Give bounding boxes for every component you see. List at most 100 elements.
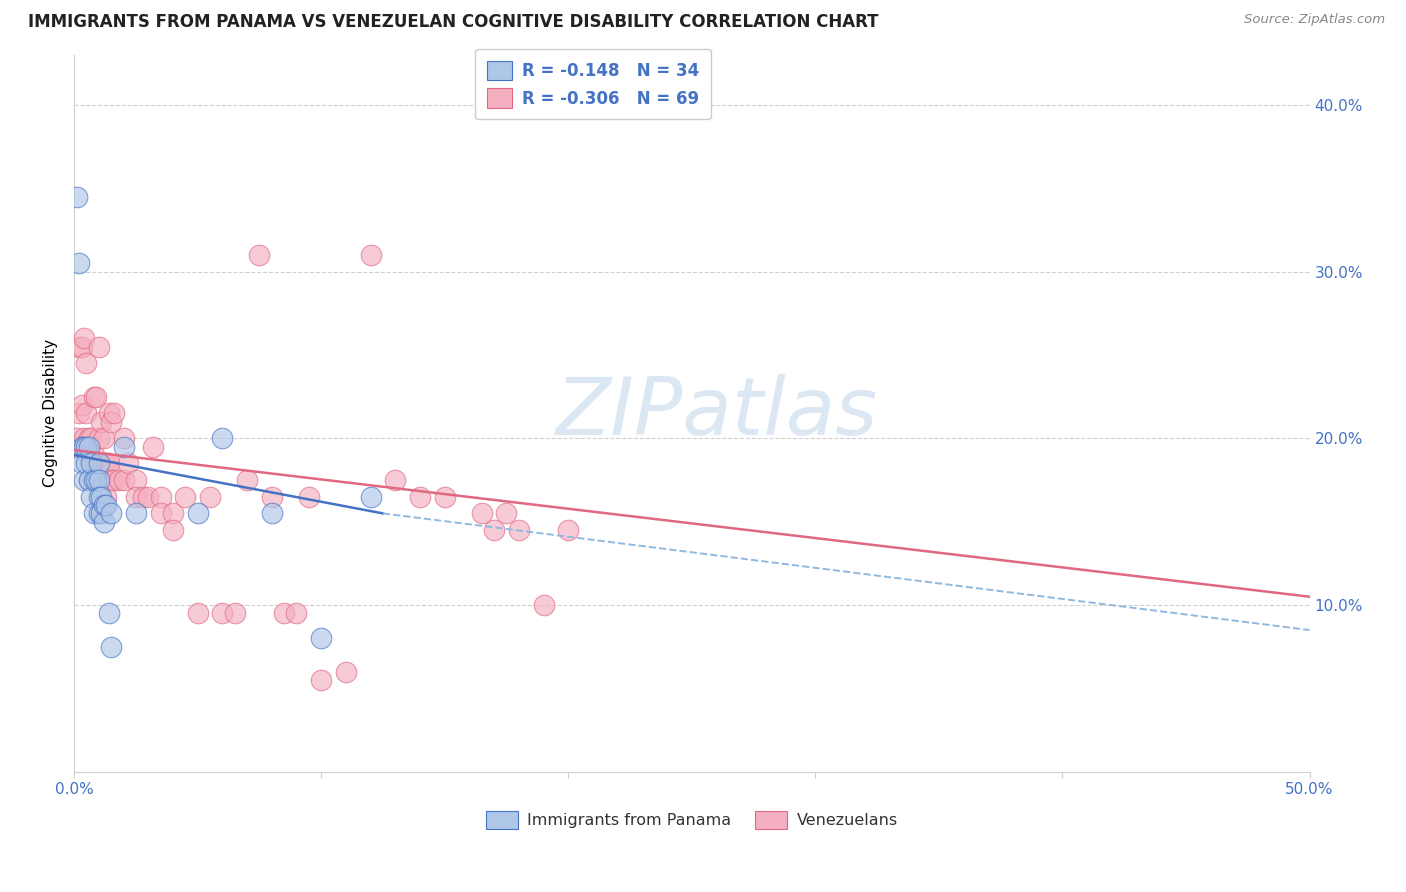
Point	[309, 632, 332, 646]
Point	[236, 473, 259, 487]
Point	[75, 356, 97, 370]
Point	[70, 398, 93, 412]
Point	[162, 507, 184, 521]
Point	[409, 490, 432, 504]
Point	[67, 406, 90, 420]
Point	[77, 473, 100, 487]
Point	[87, 457, 110, 471]
Point	[107, 473, 129, 487]
Point	[125, 473, 148, 487]
Point	[75, 406, 97, 420]
Point	[90, 473, 112, 487]
Point	[100, 507, 122, 521]
Point	[100, 415, 122, 429]
Point	[103, 406, 125, 420]
Point	[70, 457, 93, 471]
Point	[125, 490, 148, 504]
Point	[86, 390, 108, 404]
Point	[384, 473, 406, 487]
Point	[83, 448, 105, 462]
Point	[211, 431, 233, 445]
Legend: Immigrants from Panama, Venezuelans: Immigrants from Panama, Venezuelans	[479, 805, 904, 836]
Point	[533, 598, 555, 612]
Point	[495, 507, 517, 521]
Point	[93, 457, 115, 471]
Point	[87, 431, 110, 445]
Point	[70, 440, 93, 454]
Point	[433, 490, 456, 504]
Point	[97, 406, 120, 420]
Point	[285, 607, 308, 621]
Point	[335, 665, 357, 679]
Point	[90, 507, 112, 521]
Point	[77, 448, 100, 462]
Point	[93, 498, 115, 512]
Text: IMMIGRANTS FROM PANAMA VS VENEZUELAN COGNITIVE DISABILITY CORRELATION CHART: IMMIGRANTS FROM PANAMA VS VENEZUELAN COG…	[28, 13, 879, 31]
Point	[73, 331, 96, 345]
Point	[67, 340, 90, 354]
Point	[309, 673, 332, 687]
Point	[80, 431, 103, 445]
Point	[103, 473, 125, 487]
Point	[97, 457, 120, 471]
Point	[65, 190, 87, 204]
Point	[508, 523, 530, 537]
Text: ZIPatlas: ZIPatlas	[555, 375, 877, 452]
Point	[93, 431, 115, 445]
Point	[90, 490, 112, 504]
Y-axis label: Cognitive Disability: Cognitive Disability	[44, 339, 58, 488]
Point	[87, 490, 110, 504]
Point	[83, 390, 105, 404]
Point	[482, 523, 505, 537]
Point	[86, 473, 108, 487]
Point	[73, 431, 96, 445]
Point	[125, 507, 148, 521]
Point	[360, 248, 382, 262]
Point	[273, 607, 295, 621]
Point	[73, 440, 96, 454]
Point	[77, 431, 100, 445]
Point	[93, 515, 115, 529]
Point	[75, 440, 97, 454]
Point	[96, 490, 118, 504]
Point	[360, 490, 382, 504]
Point	[100, 473, 122, 487]
Point	[96, 457, 118, 471]
Point	[149, 490, 172, 504]
Point	[100, 640, 122, 654]
Point	[70, 340, 93, 354]
Point	[65, 431, 87, 445]
Point	[174, 490, 197, 504]
Point	[97, 607, 120, 621]
Point	[75, 457, 97, 471]
Point	[187, 507, 209, 521]
Point	[198, 490, 221, 504]
Point	[87, 340, 110, 354]
Point	[471, 507, 494, 521]
Point	[77, 473, 100, 487]
Point	[298, 490, 321, 504]
Point	[87, 473, 110, 487]
Point	[557, 523, 579, 537]
Point	[80, 490, 103, 504]
Point	[112, 431, 135, 445]
Point	[162, 523, 184, 537]
Point	[67, 256, 90, 270]
Point	[211, 607, 233, 621]
Point	[77, 440, 100, 454]
Point	[87, 507, 110, 521]
Point	[260, 507, 283, 521]
Point	[112, 473, 135, 487]
Point	[112, 440, 135, 454]
Point	[187, 607, 209, 621]
Point	[142, 440, 165, 454]
Point	[86, 473, 108, 487]
Point	[80, 457, 103, 471]
Point	[132, 490, 155, 504]
Text: Source: ZipAtlas.com: Source: ZipAtlas.com	[1244, 13, 1385, 27]
Point	[224, 607, 246, 621]
Point	[83, 507, 105, 521]
Point	[83, 473, 105, 487]
Point	[149, 507, 172, 521]
Point	[247, 248, 270, 262]
